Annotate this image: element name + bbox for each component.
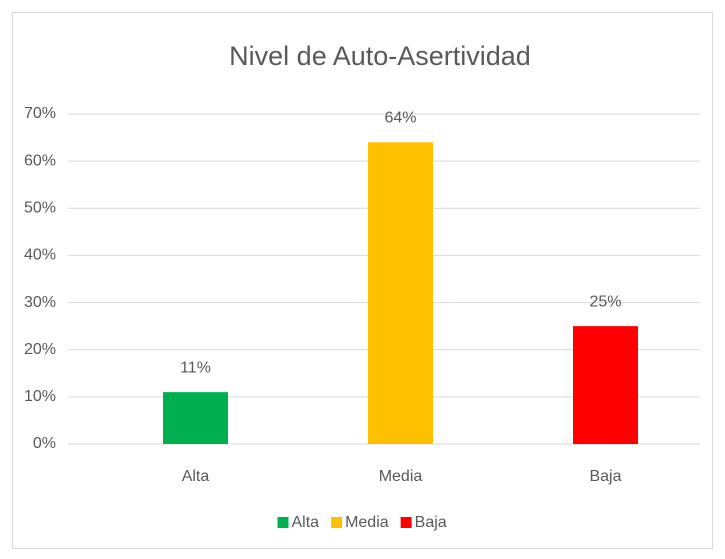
y-tick-label: 10% — [24, 388, 56, 405]
x-tick-label: Media — [379, 468, 423, 485]
y-tick-label: 60% — [24, 152, 56, 169]
y-tick-label: 20% — [24, 341, 56, 358]
bar — [163, 392, 228, 444]
data-label: 64% — [384, 110, 416, 127]
legend-label: Alta — [292, 514, 320, 531]
y-tick-label: 0% — [33, 435, 56, 452]
data-label: 11% — [180, 359, 211, 376]
legend-swatch — [400, 517, 412, 528]
legend-label: Media — [345, 514, 389, 531]
legend-label: Baja — [415, 514, 447, 531]
chart-frame — [12, 12, 713, 549]
bar — [573, 326, 638, 444]
data-label: 25% — [589, 293, 621, 310]
y-tick-label: 40% — [24, 247, 56, 264]
legend-swatch — [277, 517, 289, 528]
chart-title: Nivel de Auto-Asertividad — [229, 41, 531, 71]
x-tick-label: Baja — [589, 468, 621, 485]
bar — [368, 142, 433, 445]
y-tick-label: 70% — [24, 105, 56, 122]
legend-swatch — [331, 517, 343, 528]
x-tick-label: Alta — [182, 468, 210, 485]
y-tick-label: 50% — [24, 200, 56, 217]
y-tick-label: 30% — [24, 294, 56, 311]
